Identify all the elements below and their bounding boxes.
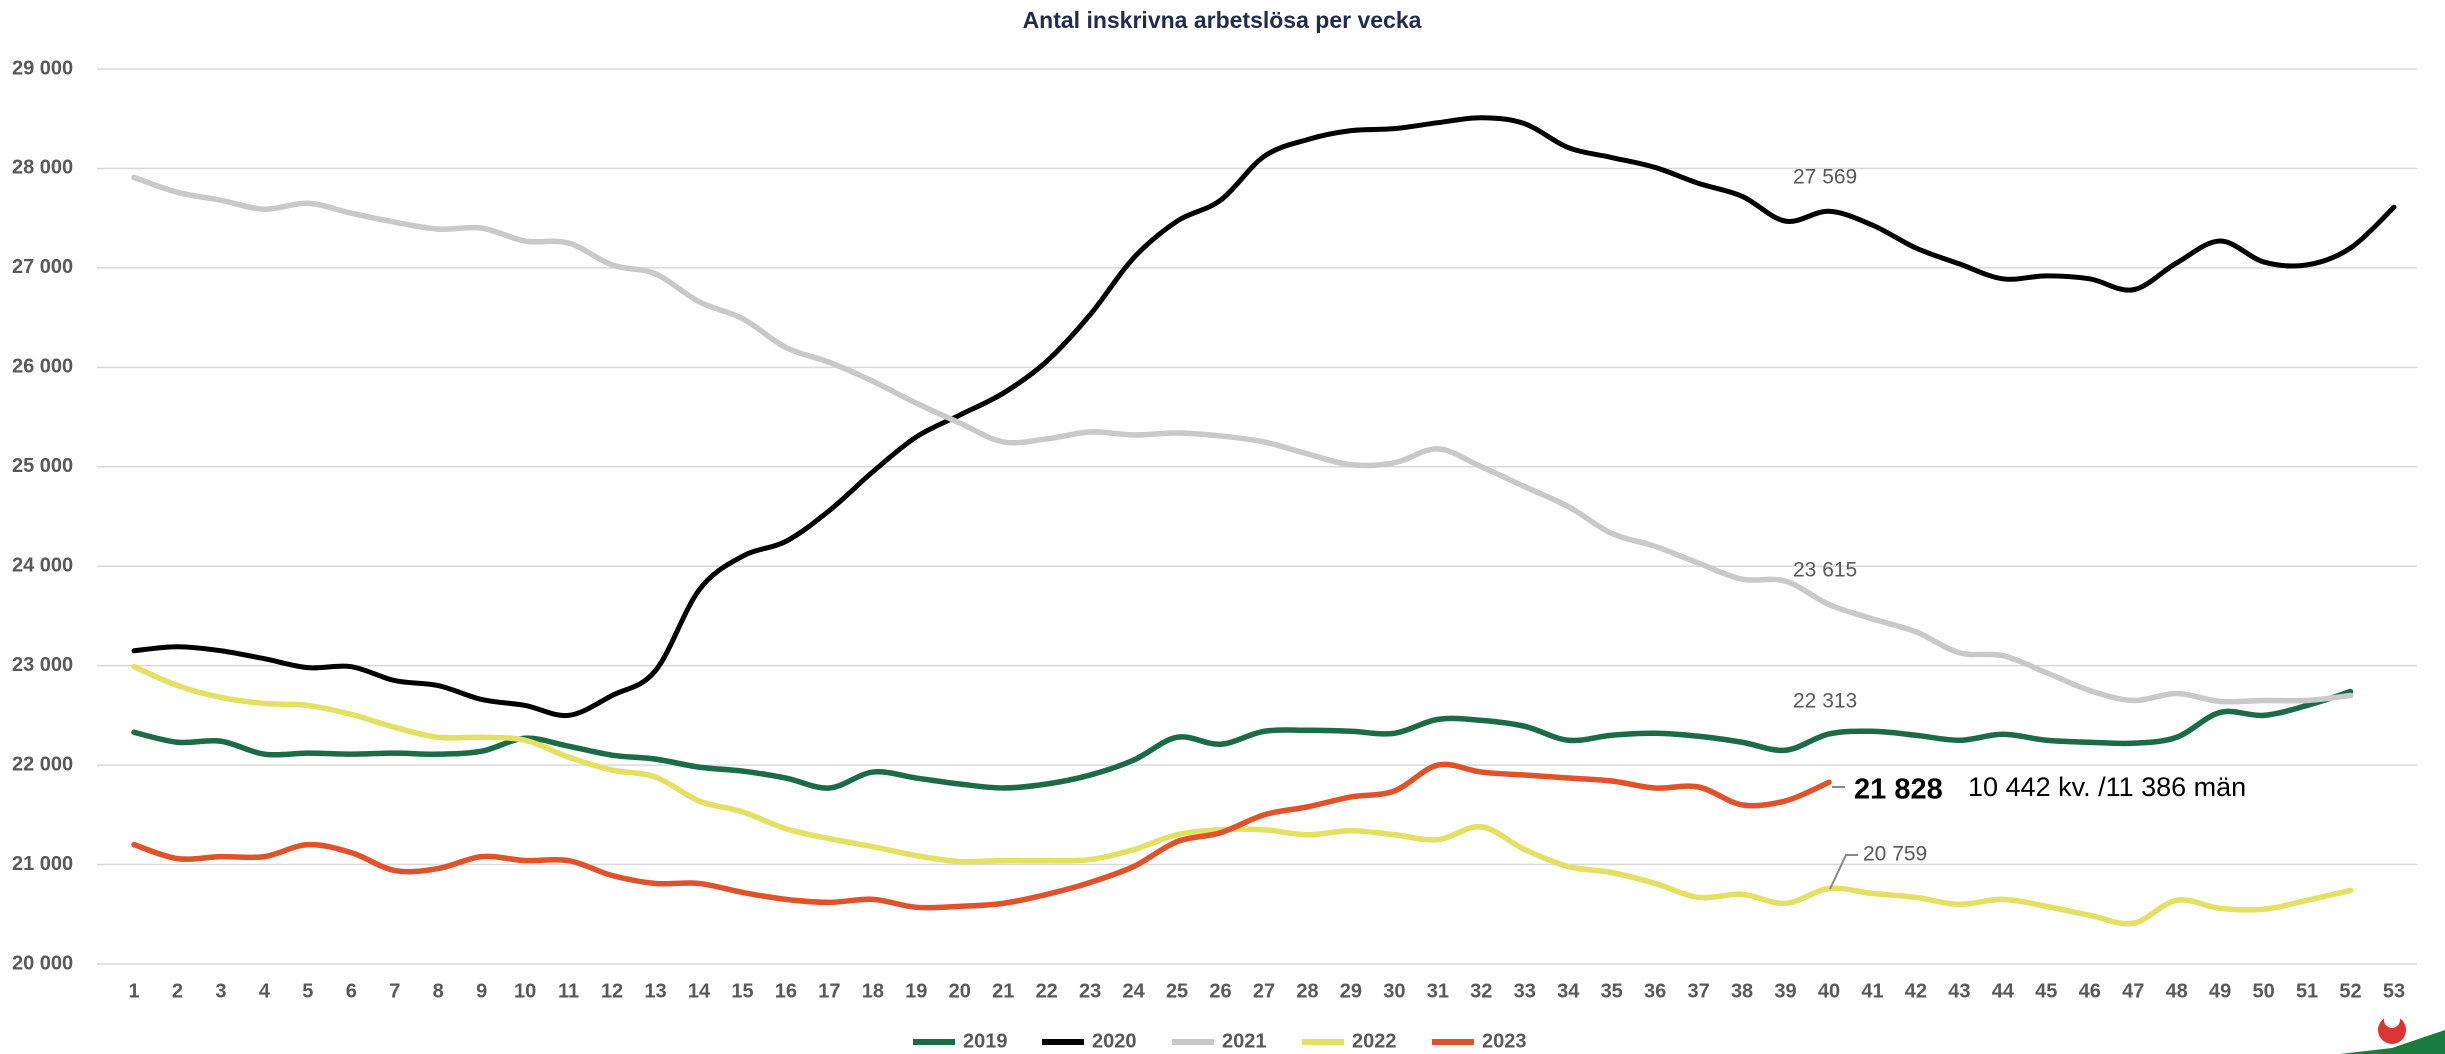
y-tick-label: 20 000	[12, 952, 73, 974]
annotation: 20 759	[1863, 843, 1927, 866]
x-tick-label: 39	[1774, 980, 1796, 1002]
x-tick-label: 36	[1644, 980, 1666, 1002]
x-tick-label: 52	[2339, 980, 2361, 1002]
x-tick-label: 37	[1687, 980, 1709, 1002]
legend-label: 2020	[1092, 1030, 1137, 1052]
x-tick-label: 21	[992, 980, 1014, 1002]
annotation: 21 828	[1854, 774, 1943, 806]
x-tick-label: 12	[601, 980, 623, 1002]
x-tick-label: 13	[644, 980, 666, 1002]
y-tick-label: 25 000	[12, 455, 73, 477]
x-tick-label: 1	[128, 980, 139, 1002]
x-tick-label: 3	[215, 980, 226, 1002]
x-tick-label: 7	[389, 980, 400, 1002]
x-tick-label: 50	[2252, 980, 2274, 1002]
x-tick-label: 22	[1036, 980, 1058, 1002]
chart: Antal inskrivna arbetslösa per vecka 20 …	[0, 0, 2445, 1054]
x-tick-label: 51	[2296, 980, 2318, 1002]
x-tick-label: 2	[172, 980, 183, 1002]
x-tick-label: 47	[2122, 980, 2144, 1002]
annotation: 10 442 kv. /11 386 män	[1968, 772, 2246, 802]
chart-title: Antal inskrivna arbetslösa per vecka	[1023, 7, 1422, 33]
x-tick-label: 31	[1427, 980, 1449, 1002]
series-line	[134, 177, 2351, 701]
x-tick-label: 30	[1383, 980, 1405, 1002]
x-tick-label: 42	[1905, 980, 1927, 1002]
x-tick-label: 46	[2079, 980, 2101, 1002]
x-tick-label: 33	[1514, 980, 1536, 1002]
x-tick-label: 49	[2209, 980, 2231, 1002]
legend-label: 2019	[963, 1030, 1008, 1052]
x-tick-label: 15	[731, 980, 753, 1002]
leader-line	[1830, 855, 1858, 889]
x-tick-label: 35	[1601, 980, 1623, 1002]
annotation: 27 569	[1793, 166, 1857, 189]
x-tick-label: 5	[302, 980, 313, 1002]
series-line	[134, 118, 2394, 716]
logo	[2340, 1012, 2445, 1054]
x-tick-label: 48	[2166, 980, 2188, 1002]
x-tick-label: 17	[818, 980, 840, 1002]
y-tick-label: 29 000	[12, 57, 73, 79]
annotation: 23 615	[1793, 559, 1857, 582]
legend-label: 2021	[1222, 1030, 1267, 1052]
x-tick-label: 18	[862, 980, 884, 1002]
annotation: 22 313	[1793, 690, 1857, 713]
x-tick-label: 32	[1470, 980, 1492, 1002]
x-tick-label: 38	[1731, 980, 1753, 1002]
x-tick-label: 44	[1992, 980, 2015, 1002]
x-tick-label: 40	[1818, 980, 1840, 1002]
x-tick-label: 6	[346, 980, 357, 1002]
x-tick-label: 11	[558, 980, 579, 1002]
y-tick-label: 24 000	[12, 555, 73, 577]
y-tick-label: 26 000	[12, 356, 73, 378]
x-tick-label: 10	[514, 980, 536, 1002]
x-tick-label: 53	[2383, 980, 2405, 1002]
x-tick-label: 4	[259, 980, 271, 1002]
y-tick-label: 22 000	[12, 753, 73, 775]
y-tick-label: 27 000	[12, 256, 73, 278]
x-tick-label: 43	[1948, 980, 1970, 1002]
x-tick-label: 25	[1166, 980, 1188, 1002]
x-tick-label: 24	[1122, 980, 1145, 1002]
x-tick-label: 34	[1557, 980, 1580, 1002]
y-tick-label: 28 000	[12, 157, 73, 179]
x-tick-label: 29	[1340, 980, 1362, 1002]
y-tick-label: 21 000	[12, 853, 73, 875]
x-tick-label: 20	[949, 980, 971, 1002]
x-tick-label: 8	[433, 980, 444, 1002]
x-tick-label: 41	[1861, 980, 1883, 1002]
x-tick-label: 45	[2035, 980, 2057, 1002]
x-tick-label: 28	[1296, 980, 1318, 1002]
legend-label: 2023	[1482, 1030, 1527, 1052]
y-tick-label: 23 000	[12, 654, 73, 676]
x-tick-label: 14	[688, 980, 711, 1002]
x-tick-label: 9	[476, 980, 487, 1002]
x-tick-label: 26	[1209, 980, 1231, 1002]
x-tick-label: 23	[1079, 980, 1101, 1002]
x-tick-label: 27	[1253, 980, 1275, 1002]
legend-label: 2022	[1352, 1030, 1397, 1052]
x-tick-label: 19	[905, 980, 927, 1002]
x-tick-label: 16	[775, 980, 797, 1002]
